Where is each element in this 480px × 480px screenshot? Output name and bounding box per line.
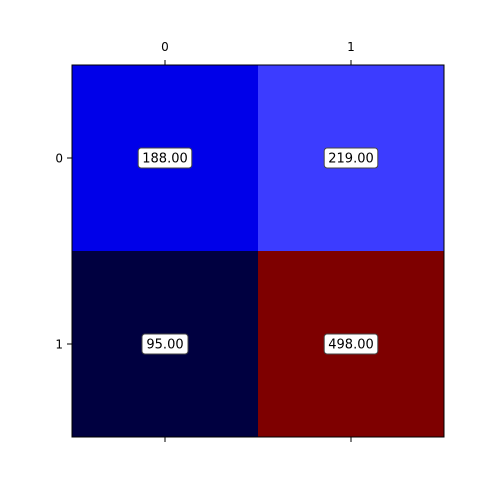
y-tick-label-1: 1 [55, 338, 63, 352]
plot-frame [71, 64, 445, 438]
cell-value-labels: 188.00 219.00 95.00 498.00 [137, 147, 379, 355]
cell-label-box-0-0 [137, 147, 193, 169]
cell-value-label-1-1: 498.00 [328, 338, 374, 353]
y-tick-label-0: 0 [55, 152, 63, 166]
x-tick-label-0: 0 [161, 40, 169, 54]
cell-label-box-1-1 [323, 333, 379, 355]
y-axis-ticks: 01 [55, 152, 72, 352]
cell-value-label-0-0: 188.00 [142, 152, 188, 167]
cell-label-box-0-1 [323, 147, 379, 169]
cell-value-label-0-1: 219.00 [328, 152, 374, 167]
heatmap-cells [72, 65, 445, 438]
cell-label-box-1-0 [141, 333, 189, 355]
x-tick-label-1: 1 [347, 40, 355, 54]
cell-value-label-1-0: 95.00 [146, 338, 183, 353]
